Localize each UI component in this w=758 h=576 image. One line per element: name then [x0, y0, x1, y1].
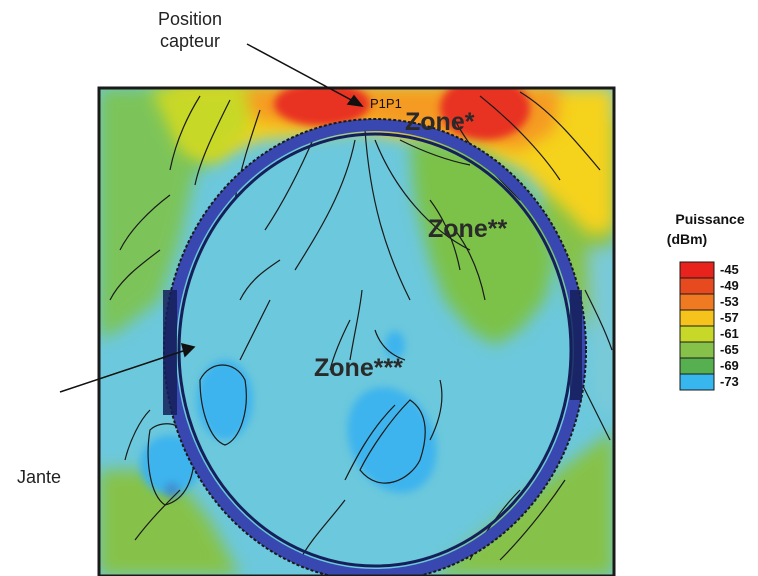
sensor-position-label: Position capteur — [157, 9, 223, 51]
region-red-right — [440, 88, 530, 140]
legend-swatches — [679, 261, 715, 391]
legend-value-0: -45 — [720, 262, 739, 277]
legend-swatch-6 — [679, 357, 715, 375]
plot-frame — [97, 86, 616, 576]
legend-swatch-0 — [679, 261, 715, 279]
blob-left — [197, 360, 253, 440]
region-right-edge-light — [590, 250, 614, 420]
legend-swatch-3 — [679, 309, 715, 327]
zone-label-1: Zone* — [405, 108, 475, 136]
rim-label: Jante — [16, 467, 62, 487]
legend-value-7: -73 — [720, 374, 739, 389]
zone-label-2: Zone** — [428, 215, 507, 243]
blob-dot-left — [164, 482, 180, 498]
legend-value-3: -57 — [720, 310, 739, 325]
legend-value-2: -53 — [720, 294, 739, 309]
legend-value-1: -49 — [720, 278, 739, 293]
legend-swatch-1 — [679, 277, 715, 295]
legend-unit: (dBm) — [666, 231, 708, 247]
sensor-id-label: P1P1 — [370, 96, 402, 111]
blob-center — [347, 387, 437, 493]
legend-swatch-7 — [679, 373, 715, 391]
rim-arrow-head — [180, 342, 196, 358]
region-yellow-left — [150, 88, 260, 165]
rim-block-left — [163, 290, 177, 415]
rim-arrow-line — [59, 349, 187, 393]
zone-label-3: Zone*** — [314, 354, 403, 382]
legend-swatch-4 — [679, 325, 715, 343]
legend-swatch-5 — [679, 341, 715, 359]
contour-lines — [109, 91, 613, 561]
rim-edge — [163, 118, 587, 576]
rim-block-right — [570, 290, 582, 400]
legend-value-5: -65 — [720, 342, 739, 357]
legend-swatch-2 — [679, 293, 715, 311]
sensor-arrow-head — [346, 94, 364, 108]
callout-arrows — [59, 43, 364, 393]
legend-value-6: -69 — [720, 358, 739, 373]
sensor-arrow-line — [246, 43, 356, 103]
region-bottom-left-green — [99, 470, 240, 576]
legend-value-4: -61 — [720, 326, 739, 341]
legend-title: Puissance — [675, 211, 745, 227]
field-plot: Zone* Zone** Zone*** P1P1 — [99, 88, 614, 576]
